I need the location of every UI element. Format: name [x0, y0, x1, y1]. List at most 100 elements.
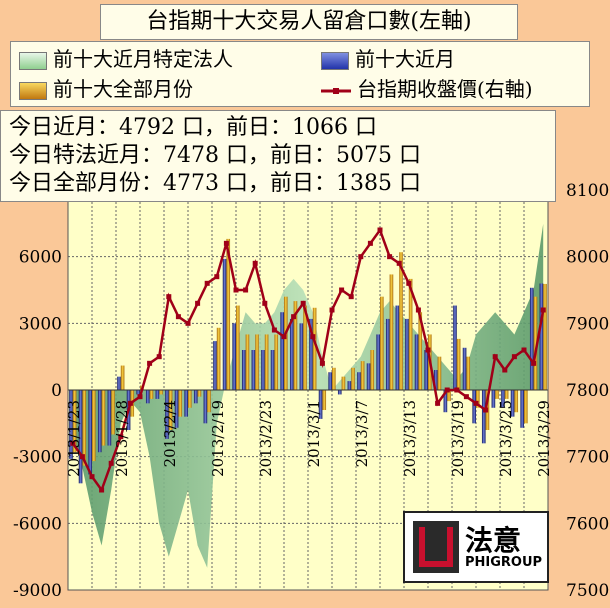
stat-near-month: 今日近月：4792 口，前日：1066 口 — [9, 115, 377, 140]
bar-near-month — [165, 390, 169, 439]
point-close-price — [502, 367, 508, 373]
bar-near-month — [213, 341, 217, 390]
bar-all-months — [82, 390, 87, 466]
bar-all-months — [466, 356, 471, 390]
x-axis-tick-label: 2013/3/7 — [353, 400, 371, 467]
stats-panel: 今日近月：4792 口，前日：1066 口 今日特法近月：7478 口，前日：5… — [0, 110, 556, 202]
bar-near-month — [376, 334, 380, 390]
point-close-price — [387, 254, 393, 260]
bar-all-months — [92, 390, 96, 462]
point-close-price — [99, 487, 105, 493]
point-close-price — [291, 314, 297, 320]
x-axis-tick-label: 2013/3/13 — [401, 400, 419, 477]
bar-all-months — [120, 365, 125, 390]
point-close-price — [108, 460, 114, 466]
bar-all-months — [370, 350, 375, 390]
right-axis-tick-label: 8000 — [566, 248, 609, 268]
point-close-price — [271, 327, 277, 333]
bar-near-month — [337, 390, 342, 395]
bar-all-months — [360, 361, 365, 390]
bar-all-months — [456, 338, 461, 390]
bar-near-month — [318, 390, 323, 419]
point-close-price — [127, 400, 133, 406]
bar-near-month — [261, 350, 265, 390]
point-close-price — [166, 294, 172, 300]
bar-all-months — [188, 390, 192, 408]
bar-near-month — [155, 390, 160, 399]
left-axis-tick-label: 3000 — [19, 314, 62, 334]
bar-near-month — [395, 305, 400, 390]
bar-near-month — [203, 390, 208, 424]
right-axis-tick-label: 8100 — [566, 181, 609, 201]
legend-item-close-price: 台指期收盤價(右軸) — [321, 75, 533, 103]
point-close-price — [214, 274, 220, 280]
bar-all-months — [216, 327, 221, 390]
bar-near-month — [107, 390, 112, 446]
bar-all-months — [533, 296, 538, 390]
stat-all-months: 今日全部月份：4773 口，前日：1385 口 — [9, 171, 421, 196]
bar-all-months — [543, 283, 547, 390]
bar-near-month — [529, 287, 534, 390]
x-axis-tick-label: 2013/2/23 — [257, 400, 275, 477]
bar-near-month — [232, 323, 236, 390]
bar-near-month — [347, 381, 352, 390]
point-close-price — [415, 307, 421, 313]
bar-all-months — [284, 296, 288, 390]
bar-near-month — [289, 318, 294, 390]
bar-near-month — [69, 390, 73, 459]
bar-near-month — [241, 350, 246, 390]
point-close-price — [444, 387, 450, 393]
point-close-price — [137, 394, 143, 400]
bar-near-month — [491, 390, 496, 408]
bar-all-months — [399, 252, 403, 390]
bar-near-month — [270, 350, 275, 390]
bar-near-month — [405, 318, 409, 390]
point-close-price — [262, 300, 268, 306]
bar-all-months — [514, 390, 519, 413]
bar-near-month — [222, 258, 227, 390]
x-axis-tick-label: 2013/1/28 — [113, 400, 131, 477]
logo-name: 法意 — [465, 524, 522, 557]
legend-swatch-institutional — [19, 51, 47, 70]
bar-all-months — [303, 305, 307, 390]
point-close-price — [511, 354, 517, 360]
bar-all-months — [207, 390, 211, 413]
bar-near-month — [184, 390, 188, 417]
bar-near-month — [136, 390, 140, 395]
legend-swatch-close-price — [321, 87, 351, 94]
legend-swatch-near-month — [321, 51, 349, 70]
legend-label-institutional: 前十大近月特定法人 — [53, 47, 233, 71]
bar-near-month — [78, 390, 83, 484]
bar-all-months — [168, 390, 173, 430]
bar-all-months — [236, 305, 240, 390]
point-close-price — [223, 240, 229, 246]
point-close-price — [521, 347, 527, 353]
bar-all-months — [226, 238, 231, 390]
point-close-price — [358, 254, 364, 260]
bar-all-months — [72, 390, 77, 453]
point-close-price — [319, 360, 325, 366]
point-close-price — [531, 360, 537, 366]
bar-all-months — [245, 334, 250, 390]
point-close-price — [483, 407, 489, 413]
point-close-price — [233, 287, 239, 293]
left-axis-tick-label: -6000 — [13, 514, 62, 534]
legend-label-all-months: 前十大全部月份 — [53, 77, 193, 101]
right-axis-tick-label: 7600 — [566, 514, 609, 534]
x-axis-tick-label: 2013/3/25 — [497, 400, 515, 477]
chart-title: 台指期十大交易人留倉口數(左軸) — [100, 4, 518, 40]
bar-all-months — [111, 390, 115, 435]
x-axis-tick-label: 2013/3/29 — [535, 400, 553, 477]
point-close-price — [300, 300, 306, 306]
point-close-price — [425, 347, 431, 353]
stat-institutional-near-month: 今日特法近月：7478 口，前日：5075 口 — [9, 143, 421, 168]
bar-all-months — [101, 390, 106, 446]
bar-near-month — [193, 390, 198, 404]
point-close-price — [463, 394, 469, 400]
left-axis-tick-label: -9000 — [13, 581, 62, 601]
point-close-price — [329, 307, 335, 313]
bar-near-month — [88, 390, 92, 475]
bar-near-month — [145, 390, 150, 404]
point-close-price — [473, 400, 479, 406]
